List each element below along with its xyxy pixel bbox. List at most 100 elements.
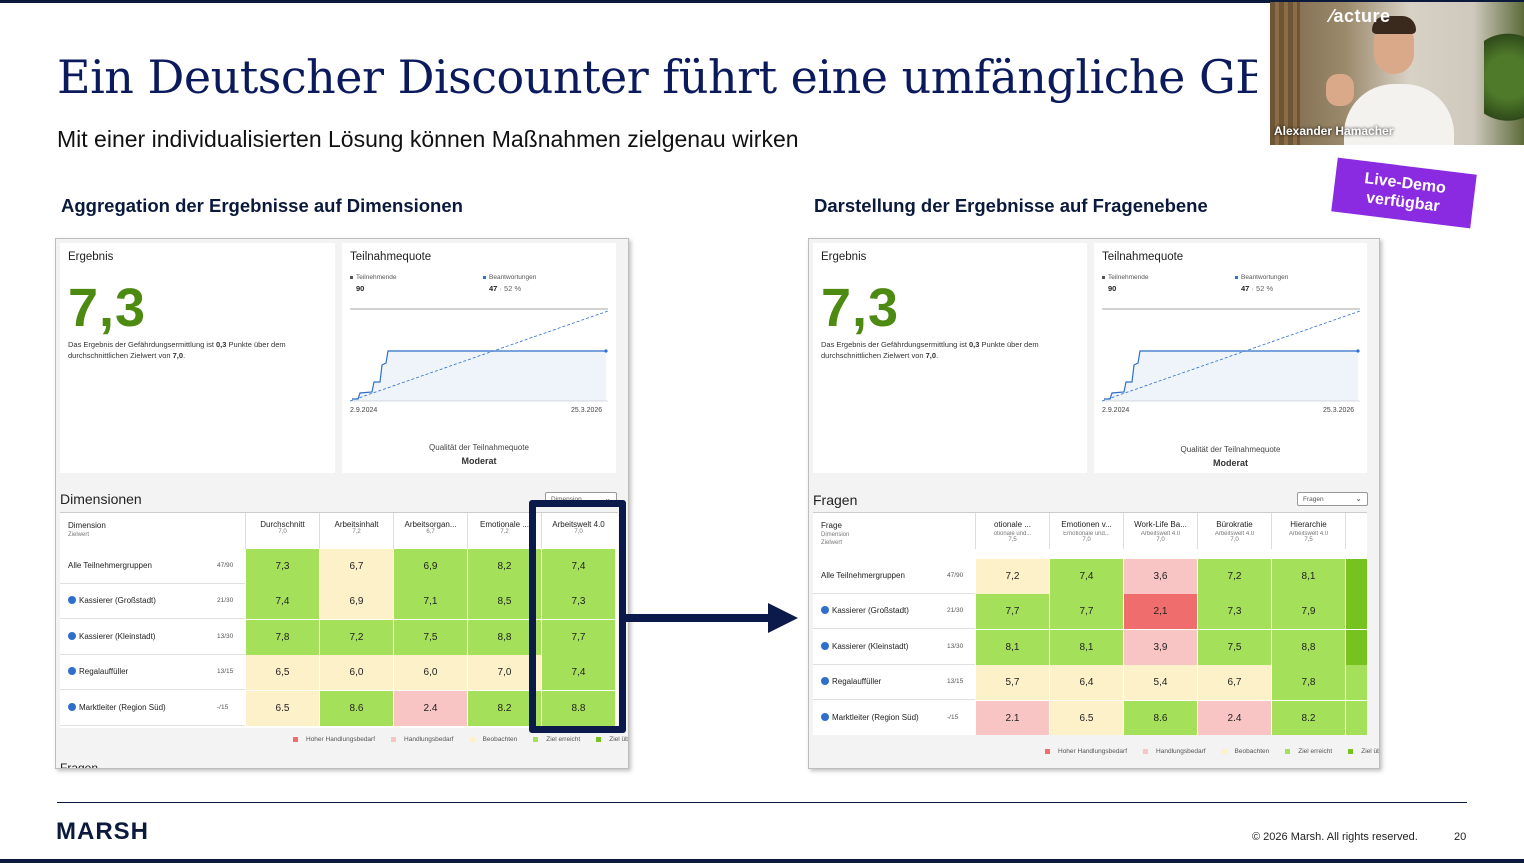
heatmap-cell: 6,7 — [319, 549, 393, 584]
heatmap-cell: 7,7 — [975, 594, 1049, 630]
heatmap-cell: 7,8 — [1271, 665, 1345, 701]
heatmap-cell: 9, — [1345, 594, 1367, 630]
ergebnis-text-e-right: . — [936, 351, 939, 360]
table-row: Kassierer (Großstadt) 21/30 7,7 7,7 2,1 7,3 7,… — [813, 594, 1367, 630]
table-row: Marktleiter (Region Süd) -/15 6.5 8.6 2.4 8.2… — [60, 690, 615, 726]
heatmap-cell: 6,9 — [319, 584, 393, 620]
row-count: -/15 — [217, 703, 229, 711]
first-col-sub1-right: Dimension — [821, 532, 850, 538]
heatmap-cell: 8,1 — [1271, 559, 1345, 594]
row-count: 13/15 — [947, 678, 964, 686]
heatmap-cell: 6,7 — [1197, 665, 1271, 701]
fragen-dropdown-value: Fragen — [1303, 496, 1324, 503]
legend-text: Ziel erreicht — [546, 736, 581, 743]
column-target: 7,5 — [1304, 537, 1313, 543]
legend-item: Beobachten — [469, 736, 526, 743]
group-info-icon — [821, 641, 829, 650]
legend-swatch — [293, 736, 298, 742]
column-header: Bürokratie Arbeitswelt 4.0 7,0 — [1197, 513, 1271, 549]
group-info-icon — [821, 677, 829, 686]
heatmap-cell: 7,2 — [1197, 559, 1271, 594]
heatmap-cell: 6,9 — [393, 549, 467, 584]
row-label: Regalauffüller — [821, 677, 881, 686]
webcam-person-hand — [1326, 74, 1354, 106]
table-row: Kassierer (Kleinstadt) 13/30 8,1 8,1 3,9 7,5 8… — [813, 629, 1367, 665]
heatmap-cell: 5,4 — [1123, 665, 1197, 701]
column-header: Emotionale ... 7,2 — [467, 513, 541, 549]
heatmap-cell: 7,7 — [541, 619, 615, 655]
ergebnis-text-c-right: Punkte über dem durchschnittlichen Zielw… — [821, 340, 1039, 360]
row-label-text: Alle Teilnehmergruppen — [68, 561, 152, 570]
row-label-text: Kassierer (Kleinstadt) — [832, 641, 909, 651]
group-info-icon — [68, 702, 76, 711]
legend-swatch — [1045, 748, 1050, 754]
row-count: 13/30 — [947, 642, 964, 650]
ergebnis-text-a: Das Ergebnis der Gefährdungsermittlung i… — [68, 340, 216, 349]
fragen-dropdown[interactable]: Fragen ⌄ — [1297, 492, 1368, 506]
legend-item: Hoher Handlungsbedarf — [1045, 748, 1135, 755]
column-dimension: Emotionale und... — [1063, 531, 1110, 537]
column-header: Arbeitsorgan... 6,7 — [393, 513, 467, 549]
group-info-icon — [821, 606, 829, 615]
legend-text: Beobachten — [1234, 748, 1270, 755]
arrow-head — [768, 603, 798, 633]
heatmap-legend: Hoher Handlungsbedarf Handlungsbedarf Beob… — [293, 736, 628, 743]
quality-label: Qualität der Teilnahmequote — [429, 443, 529, 452]
heatmap-cell: 7,7 — [1049, 594, 1123, 630]
teilnehmende-label: Teilnehmende — [350, 274, 396, 281]
heatmap-cell: 5,7 — [975, 665, 1049, 701]
beantwortungen-label-text: Beantwortungen — [489, 274, 537, 281]
column-name: Bürokratie — [1216, 520, 1253, 529]
webcam-overlay: ⁄acture Alexander Hamacher — [1270, 2, 1524, 145]
right-section-heading: Darstellung der Ergebnisse auf Fragenebe… — [814, 195, 1208, 216]
row-count: 21/30 — [947, 607, 964, 615]
heatmap-cell: 3,6 — [1123, 559, 1197, 594]
table-row: Alle Teilnehmergruppen 47/90 7,2 7,4 3,6 7,2 8… — [813, 559, 1367, 594]
target-trend-line — [350, 310, 608, 402]
row-count: 21/30 — [217, 597, 234, 605]
heatmap-cell: 8,2 — [467, 549, 541, 584]
ergebnis-text-a-right: Das Ergebnis der Gefährdungsermittlung i… — [821, 340, 969, 349]
ergebnis-card: Ergebnis 7,3 Das Ergebnis der Gefährdung… — [60, 243, 335, 473]
table-row: Kassierer (Kleinstadt) 13/30 7,8 7,2 7,5 8,8 7… — [60, 619, 615, 655]
responses-endpoint-right — [1356, 349, 1360, 353]
column-header: Arbeitswelt 4.0 7,0 — [541, 513, 615, 549]
heatmap-cell: 8.2 — [467, 690, 541, 726]
beantwortungen-label-right: Beantwortungen — [1235, 274, 1288, 281]
chevron-down-icon: ⌄ — [1355, 494, 1362, 503]
participant-name: Alexander Hamacher — [1274, 124, 1394, 138]
footer-rule — [57, 802, 1467, 803]
participation-line-chart — [350, 308, 608, 402]
ergebnis-text-b-right: 0,3 — [969, 340, 980, 349]
column-target: 7,0 — [1230, 537, 1239, 543]
fragen-next-title: Fragen — [60, 761, 99, 769]
acture-logo: ⁄acture — [1330, 6, 1391, 27]
beantwortungen-pct-right: · 52 % — [1251, 284, 1274, 293]
live-demo-badge: Live-Demo verfügbar — [1331, 157, 1477, 229]
row-label-text: Kassierer (Großstadt) — [79, 596, 156, 606]
marsh-logo: MARSH — [56, 818, 149, 845]
column-target: 7,5 — [1008, 537, 1017, 543]
slide-title: Ein Deutscher Discounter führt eine umfä… — [57, 50, 1257, 104]
column-name: Work-Life Ba... — [1134, 520, 1187, 529]
legend-item: Ziel übertroffen — [596, 736, 628, 743]
column-name: Arbeitsorgan... — [404, 520, 457, 529]
heatmap-cell: 2.4 — [1197, 700, 1271, 735]
beantwortungen-pct: · 52 % — [499, 284, 522, 293]
group-info-icon — [68, 667, 76, 676]
ergebnis-explanation: Das Ergebnis der Gefährdungsermittlung i… — [68, 339, 318, 361]
ergebnis-text-e: . — [183, 351, 186, 360]
chevron-down-icon: ⌄ — [604, 494, 611, 503]
legend-item: Ziel erreicht — [533, 736, 588, 743]
webcam-plant — [1484, 32, 1524, 145]
column-target: 7,0 — [1156, 537, 1165, 543]
row-label-text: Marktleiter (Region Süd) — [79, 702, 166, 712]
group-info-icon — [68, 631, 76, 640]
heatmap-legend-right: Hoher Handlungsbedarf Handlungsbedarf Beob… — [1045, 748, 1379, 755]
heatmap-cell: 7,5 — [393, 619, 467, 655]
legend-text: Ziel übertroffen — [1361, 748, 1379, 755]
legend-swatch — [469, 736, 475, 742]
ergebnis-text-d: 7,0 — [172, 351, 184, 360]
ergebnis-text-b: 0,3 — [216, 340, 227, 349]
ergebnis-title: Ergebnis — [68, 251, 114, 263]
